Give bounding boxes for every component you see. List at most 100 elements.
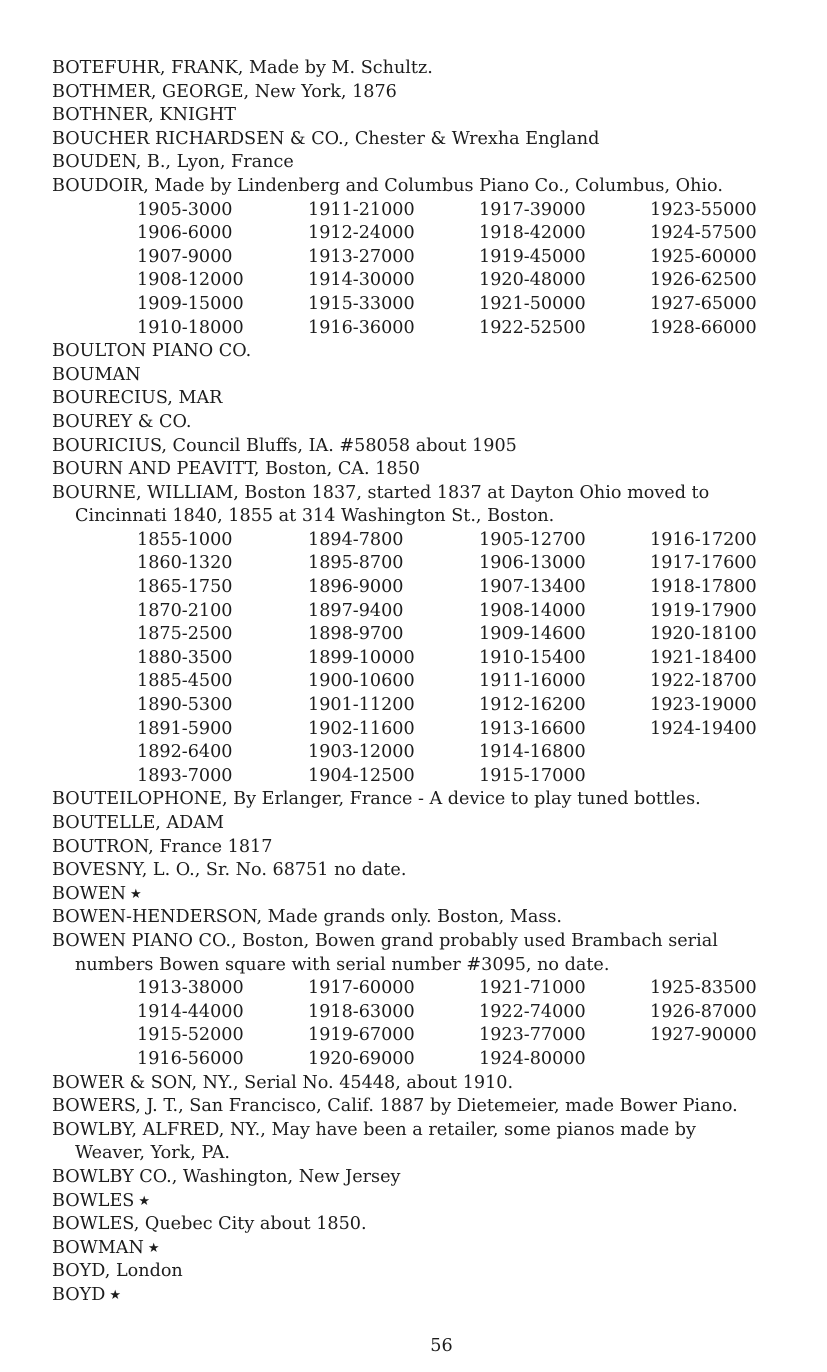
- serial-cell: 1909-14600: [479, 624, 586, 645]
- directory-entry: BOTHMER, GEORGE, New York, 1876: [52, 81, 822, 105]
- directory-entry: BOYD ★: [52, 1284, 822, 1308]
- entry-text: BOUMAN: [52, 364, 822, 388]
- entry-name: BOTEFUHR, FRANK, Made by M. Schultz.: [52, 58, 433, 78]
- entry-name: BOWERS, J. T., San Francisco, Calif. 188…: [52, 1096, 738, 1117]
- entry-name: BOURNE, WILLIAM, Boston 1837, started 18…: [52, 482, 710, 503]
- serial-cell: 1875-2500: [137, 624, 233, 645]
- serial-cell: 1922-18700: [650, 671, 757, 692]
- serial-cell: 1908-12000: [137, 270, 244, 291]
- directory-entry: BOUMAN: [52, 364, 822, 388]
- directory-entry: BOURICIUS, Council Bluffs, IA. #58058 ab…: [52, 435, 822, 459]
- serial-number-table: 1905-3000 1911-21000 1917-39000 1923-55000 1…: [137, 199, 822, 341]
- entry-name: BOWLBY, ALFRED, NY., May have been a ret…: [52, 1119, 696, 1140]
- entry-text: BOTHMER, GEORGE, New York, 1876: [52, 81, 822, 105]
- star-icon: ★: [109, 1287, 122, 1303]
- directory-entry: BOWMAN ★: [52, 1237, 822, 1261]
- serial-cell: 1917-17600: [650, 553, 757, 574]
- serial-cell: 1922-74000: [479, 1001, 586, 1022]
- directory-entry: BOWLES ★: [52, 1190, 822, 1214]
- serial-cell: 1925-83500: [650, 978, 757, 999]
- star-icon: ★: [147, 1240, 160, 1256]
- serial-cell: 1921-50000: [479, 293, 586, 314]
- serial-cell: 1919-45000: [479, 246, 586, 267]
- entry-text: BOULTON PIANO CO.: [52, 340, 822, 364]
- entry-continuation: numbers Bowen square with serial number …: [75, 954, 610, 975]
- serial-cell: 1911-21000: [308, 199, 415, 220]
- directory-entry: BOURECIUS, MAR: [52, 387, 822, 411]
- entry-text: BOWEN ★: [52, 883, 822, 907]
- serial-cell: 1910-18000: [137, 317, 244, 338]
- serial-cell: 1923-77000: [479, 1025, 586, 1046]
- serial-cell: 1913-27000: [308, 246, 415, 267]
- directory-entry: BOURN AND PEAVITT, Boston, CA. 1850: [52, 458, 822, 482]
- directory-entry: BOUDEN, B., Lyon, France: [52, 151, 822, 175]
- entry-text: BOWMAN ★: [52, 1237, 822, 1261]
- entry-text: BOWEN PIANO CO., Boston, Bowen grand pro…: [52, 930, 822, 954]
- entry-name: BOWLES, Quebec City about 1850.: [52, 1214, 367, 1235]
- serial-cell: 1865-1750: [137, 577, 233, 598]
- serial-cell: 1917-60000: [308, 978, 415, 999]
- serial-cell: 1916-56000: [137, 1048, 244, 1069]
- entry-continuation: Weaver, York, PA.: [75, 1143, 231, 1164]
- serial-cell: 1880-3500: [137, 647, 233, 668]
- serial-cell: 1907-13400: [479, 577, 586, 598]
- serial-cell: 1909-15000: [137, 293, 244, 314]
- entry-continuation: Cincinnati 1840, 1855 at 314 Washington …: [75, 506, 555, 527]
- entry-name: BOTHNER, KNIGHT: [52, 105, 237, 126]
- entry-text: BOUREY & CO.: [52, 411, 822, 435]
- entry-text: BOURNE, WILLIAM, Boston 1837, started 18…: [52, 482, 822, 506]
- serial-cell: 1918-42000: [479, 223, 586, 244]
- entry-name: BOWEN: [52, 883, 127, 904]
- entry-text: BOVESNY, L. O., Sr. No. 68751 no date.: [52, 859, 822, 883]
- serial-cell: 1890-5300: [137, 695, 233, 716]
- serial-cell: 1855-1000: [137, 529, 233, 550]
- entry-name: BOURECIUS, MAR: [52, 388, 223, 409]
- directory-entry: BOUTRON, France 1817: [52, 836, 822, 860]
- serial-cell: 1914-30000: [308, 270, 415, 291]
- entry-text: BOTEFUHR, FRANK, Made by M. Schultz.: [52, 57, 822, 81]
- serial-cell: 1885-4500: [137, 671, 233, 692]
- entry-name: BOWLBY CO., Washington, New Jersey: [52, 1166, 401, 1187]
- serial-cell: 1905-3000: [137, 199, 233, 220]
- entry-text: BOUTELLE, ADAM: [52, 812, 822, 836]
- serial-cell: 1920-69000: [308, 1048, 415, 1069]
- serial-cell: 1904-12500: [308, 765, 415, 786]
- entry-name: BOWEN PIANO CO., Boston, Bowen grand pro…: [52, 930, 718, 951]
- entry-name: BOUTEILOPHONE, By Erlanger, France - A d…: [52, 789, 701, 810]
- serial-cell: 1908-14000: [479, 600, 586, 621]
- serial-cell: 1926-87000: [650, 1001, 757, 1022]
- entry-name: BOYD: [52, 1284, 106, 1305]
- entry-name: BOUDEN, B., Lyon, France: [52, 152, 294, 173]
- entry-name: BOUTRON, France 1817: [52, 836, 273, 857]
- entry-text: BOYD, London: [52, 1260, 822, 1284]
- serial-cell: 1912-24000: [308, 223, 415, 244]
- serial-cell: 1924-19400: [650, 718, 757, 739]
- serial-cell: 1913-38000: [137, 978, 244, 999]
- entry-text: BOUCHER RICHARDSEN & CO., Chester & Wrex…: [52, 128, 822, 152]
- serial-cell: 1916-17200: [650, 529, 757, 550]
- directory-entry: BOUTELLE, ADAM: [52, 812, 822, 836]
- directory-entry: BOTEFUHR, FRANK, Made by M. Schultz.: [52, 57, 822, 81]
- entry-name: BOWEN-HENDERSON, Made grands only. Bosto…: [52, 907, 563, 928]
- serial-cell: 1913-16600: [479, 718, 586, 739]
- entry-text: BOWEN-HENDERSON, Made grands only. Bosto…: [52, 906, 822, 930]
- serial-cell: 1918-17800: [650, 577, 757, 598]
- directory-entry: BOWLBY, ALFRED, NY., May have been a ret…: [52, 1119, 822, 1166]
- serial-cell: 1892-6400: [137, 742, 233, 763]
- directory-entry: BOTHNER, KNIGHT: [52, 104, 822, 128]
- directory-entry: BOWLES, Quebec City about 1850.: [52, 1213, 822, 1237]
- serial-cell: 1896-9000: [308, 577, 404, 598]
- entry-text: BOWLBY CO., Washington, New Jersey: [52, 1166, 822, 1190]
- serial-cell: 1897-9400: [308, 600, 404, 621]
- entry-text: BOURN AND PEAVITT, Boston, CA. 1850: [52, 458, 822, 482]
- directory-entry: BOWEN ★: [52, 883, 822, 907]
- entry-text: BOWLES, Quebec City about 1850.: [52, 1213, 822, 1237]
- serial-cell: 1906-13000: [479, 553, 586, 574]
- serial-cell: 1906-6000: [137, 223, 233, 244]
- directory-entry: BOVESNY, L. O., Sr. No. 68751 no date.: [52, 859, 822, 883]
- directory-entry: BOWERS, J. T., San Francisco, Calif. 188…: [52, 1095, 822, 1119]
- serial-cell: 1922-52500: [479, 317, 586, 338]
- entry-text: BOURECIUS, MAR: [52, 387, 822, 411]
- entry-text: BOUDOIR, Made by Lindenberg and Columbus…: [52, 175, 822, 199]
- serial-cell: 1901-11200: [308, 695, 415, 716]
